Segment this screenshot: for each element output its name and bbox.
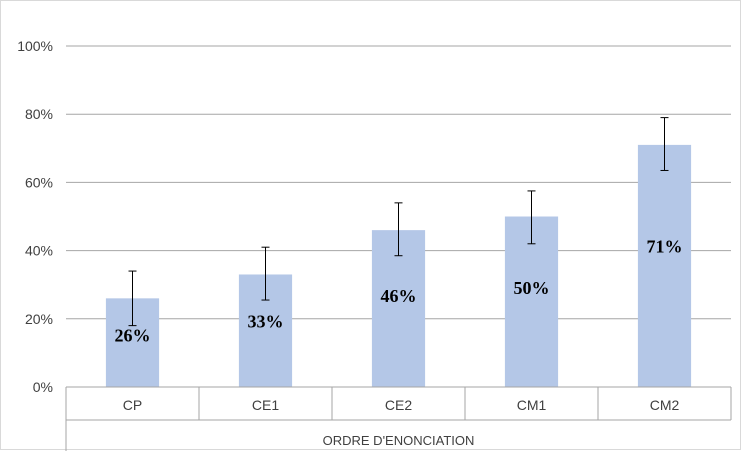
y-tick-label: 80%	[25, 106, 53, 122]
x-tick-label: CM1	[517, 397, 547, 413]
y-tick-label: 0%	[33, 379, 53, 395]
data-label: 71%	[647, 237, 683, 257]
x-tick-label: CM2	[650, 397, 680, 413]
error-bar	[128, 270, 137, 327]
y-tick-label: 40%	[25, 243, 53, 259]
x-tick-label: CE2	[385, 397, 412, 413]
y-tick-label: 100%	[17, 38, 53, 54]
bar	[371, 230, 426, 387]
data-label: 50%	[514, 278, 550, 298]
bar	[504, 216, 559, 387]
data-label: 26%	[115, 326, 151, 346]
error-bar	[527, 190, 536, 245]
error-bar	[261, 246, 270, 301]
bars	[105, 144, 692, 387]
bar	[637, 144, 692, 387]
error-bars	[128, 117, 669, 327]
x-axis: CP CE1 CE2 CM1 CM2	[65, 386, 732, 451]
data-labels: 26% 33% 46% 50% 71%	[115, 237, 683, 346]
y-axis-tick-labels: 0% 20% 40% 60% 80% 100%	[17, 38, 53, 395]
y-tick-label: 20%	[25, 311, 53, 327]
data-label: 46%	[381, 286, 417, 306]
data-label: 33%	[248, 312, 284, 332]
error-bar	[394, 202, 403, 257]
x-tick-label: CP	[123, 397, 142, 413]
x-tick-label: CE1	[252, 397, 279, 413]
y-tick-label: 60%	[25, 174, 53, 190]
error-bar	[660, 117, 669, 171]
x-axis-title: ORDRE D'ENONCIATION	[323, 433, 475, 448]
